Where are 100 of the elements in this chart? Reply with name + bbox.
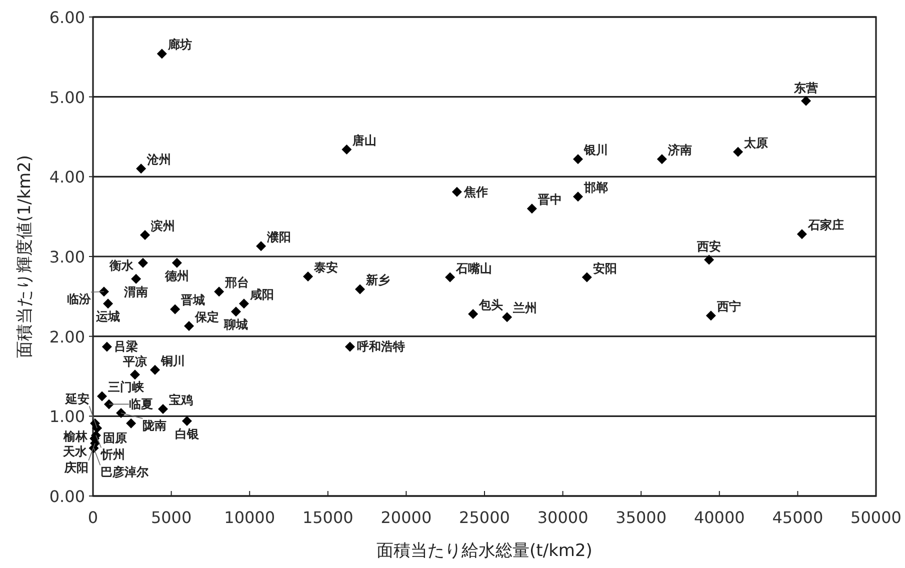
annotation: 邯郸 <box>582 180 608 195</box>
annotation: 唐山 <box>352 134 377 148</box>
y-axis-title: 面積当たり輝度値(1/km2) <box>15 154 35 358</box>
point <box>230 306 241 317</box>
point <box>342 144 352 155</box>
point <box>214 286 224 297</box>
annotation: 邢台 <box>224 276 250 290</box>
point <box>97 391 108 402</box>
annotation: 衡水 <box>108 258 134 272</box>
x-tick-label: 35000 <box>616 508 667 527</box>
annotation: 焦作 <box>462 184 488 199</box>
y-tick-label: 2.00 <box>49 327 85 346</box>
annotation: 西安 <box>696 240 722 254</box>
annotation: 铜川 <box>160 354 186 368</box>
x-tick-label: 15000 <box>302 508 354 527</box>
annotation: 巴彦淖尔 <box>100 465 150 480</box>
point <box>801 96 811 106</box>
point <box>526 204 537 214</box>
annotation: 白银 <box>174 426 200 441</box>
point <box>303 271 314 282</box>
annotation: 沧州 <box>146 152 172 167</box>
point <box>572 154 583 164</box>
annotation: 晋中 <box>536 192 562 207</box>
point <box>344 342 355 352</box>
annotation: 延安 <box>64 392 90 406</box>
point <box>582 272 592 282</box>
annotation: 银川 <box>582 143 608 158</box>
point <box>468 308 478 319</box>
point <box>170 304 180 314</box>
annotation: 天水 <box>62 444 88 459</box>
annotation: 渭南 <box>123 284 148 299</box>
annotation: 东营 <box>793 80 818 95</box>
point <box>130 370 140 380</box>
annotation: 运城 <box>95 310 120 324</box>
x-tick-label: 40000 <box>694 508 745 527</box>
annotation: 榆林 <box>62 429 89 444</box>
x-tick-label: 20000 <box>380 508 432 527</box>
annotation: 三门峡 <box>108 380 146 394</box>
y-tick-label: 0.00 <box>49 487 85 506</box>
point <box>150 364 160 375</box>
point <box>733 146 744 157</box>
y-tick-label: 1.00 <box>49 407 85 426</box>
annotation: 德州 <box>164 268 189 283</box>
point <box>706 310 716 321</box>
annotation: 平凉 <box>122 354 147 369</box>
annotation: 临夏 <box>128 397 153 412</box>
x-tick-label: 5000 <box>150 508 192 527</box>
annotation: 濮阳 <box>266 230 292 244</box>
y-tick-label: 3.00 <box>49 248 85 266</box>
point <box>445 272 456 282</box>
point <box>126 418 136 428</box>
x-axis-title: 面積当たり給水総量(t/km2) <box>376 541 592 561</box>
annotation: 固原 <box>103 430 128 445</box>
point <box>452 186 462 197</box>
y-tick-label: 5.00 <box>49 88 85 107</box>
point <box>156 48 167 59</box>
annotation: 济南 <box>666 143 692 158</box>
annotation: 聊城 <box>222 318 248 332</box>
y-tick-label: 4.00 <box>49 168 85 187</box>
annotation: 保定 <box>194 310 219 324</box>
point <box>656 154 667 164</box>
point <box>355 284 366 294</box>
point <box>104 399 114 410</box>
y-tick-label: 6.00 <box>49 8 85 27</box>
annotation: 晋城 <box>180 293 206 308</box>
annotation: 忻州 <box>100 448 126 462</box>
point <box>131 274 142 284</box>
point <box>182 416 192 426</box>
annotation: 咸阳 <box>248 288 274 302</box>
annotation: 临汾 <box>66 292 92 306</box>
annotation: 西宁 <box>716 300 741 314</box>
annotation: 泰安 <box>313 260 338 274</box>
point <box>116 408 126 418</box>
point <box>138 258 148 268</box>
point <box>102 342 112 352</box>
point <box>98 286 109 297</box>
x-tick-label: 50000 <box>850 508 902 527</box>
annotation: 呼和浩特 <box>356 340 405 354</box>
point <box>184 320 194 331</box>
point <box>704 254 714 265</box>
x-tick-label: 30000 <box>537 508 588 527</box>
annotation: 滨州 <box>150 218 175 233</box>
annotation: 庆阳 <box>64 460 89 474</box>
point <box>136 164 146 174</box>
x-tick-label: 10000 <box>224 508 276 527</box>
annotation: 包头 <box>478 298 504 312</box>
annotation: 安阳 <box>592 261 617 276</box>
point <box>103 298 114 309</box>
x-tick-label: 25000 <box>459 508 510 527</box>
annotation: 廊坊 <box>166 38 192 52</box>
annotation: 宝鸡 <box>169 392 193 407</box>
x-tick-label: 45000 <box>772 508 824 527</box>
annotation: 新乡 <box>365 273 390 288</box>
point <box>158 404 168 414</box>
point <box>256 241 266 252</box>
annotation: 吕梁 <box>114 340 138 354</box>
annotation: 石家庄 <box>806 218 844 232</box>
point <box>572 192 583 202</box>
annotation: 兰州 <box>512 301 538 316</box>
point <box>172 258 182 268</box>
